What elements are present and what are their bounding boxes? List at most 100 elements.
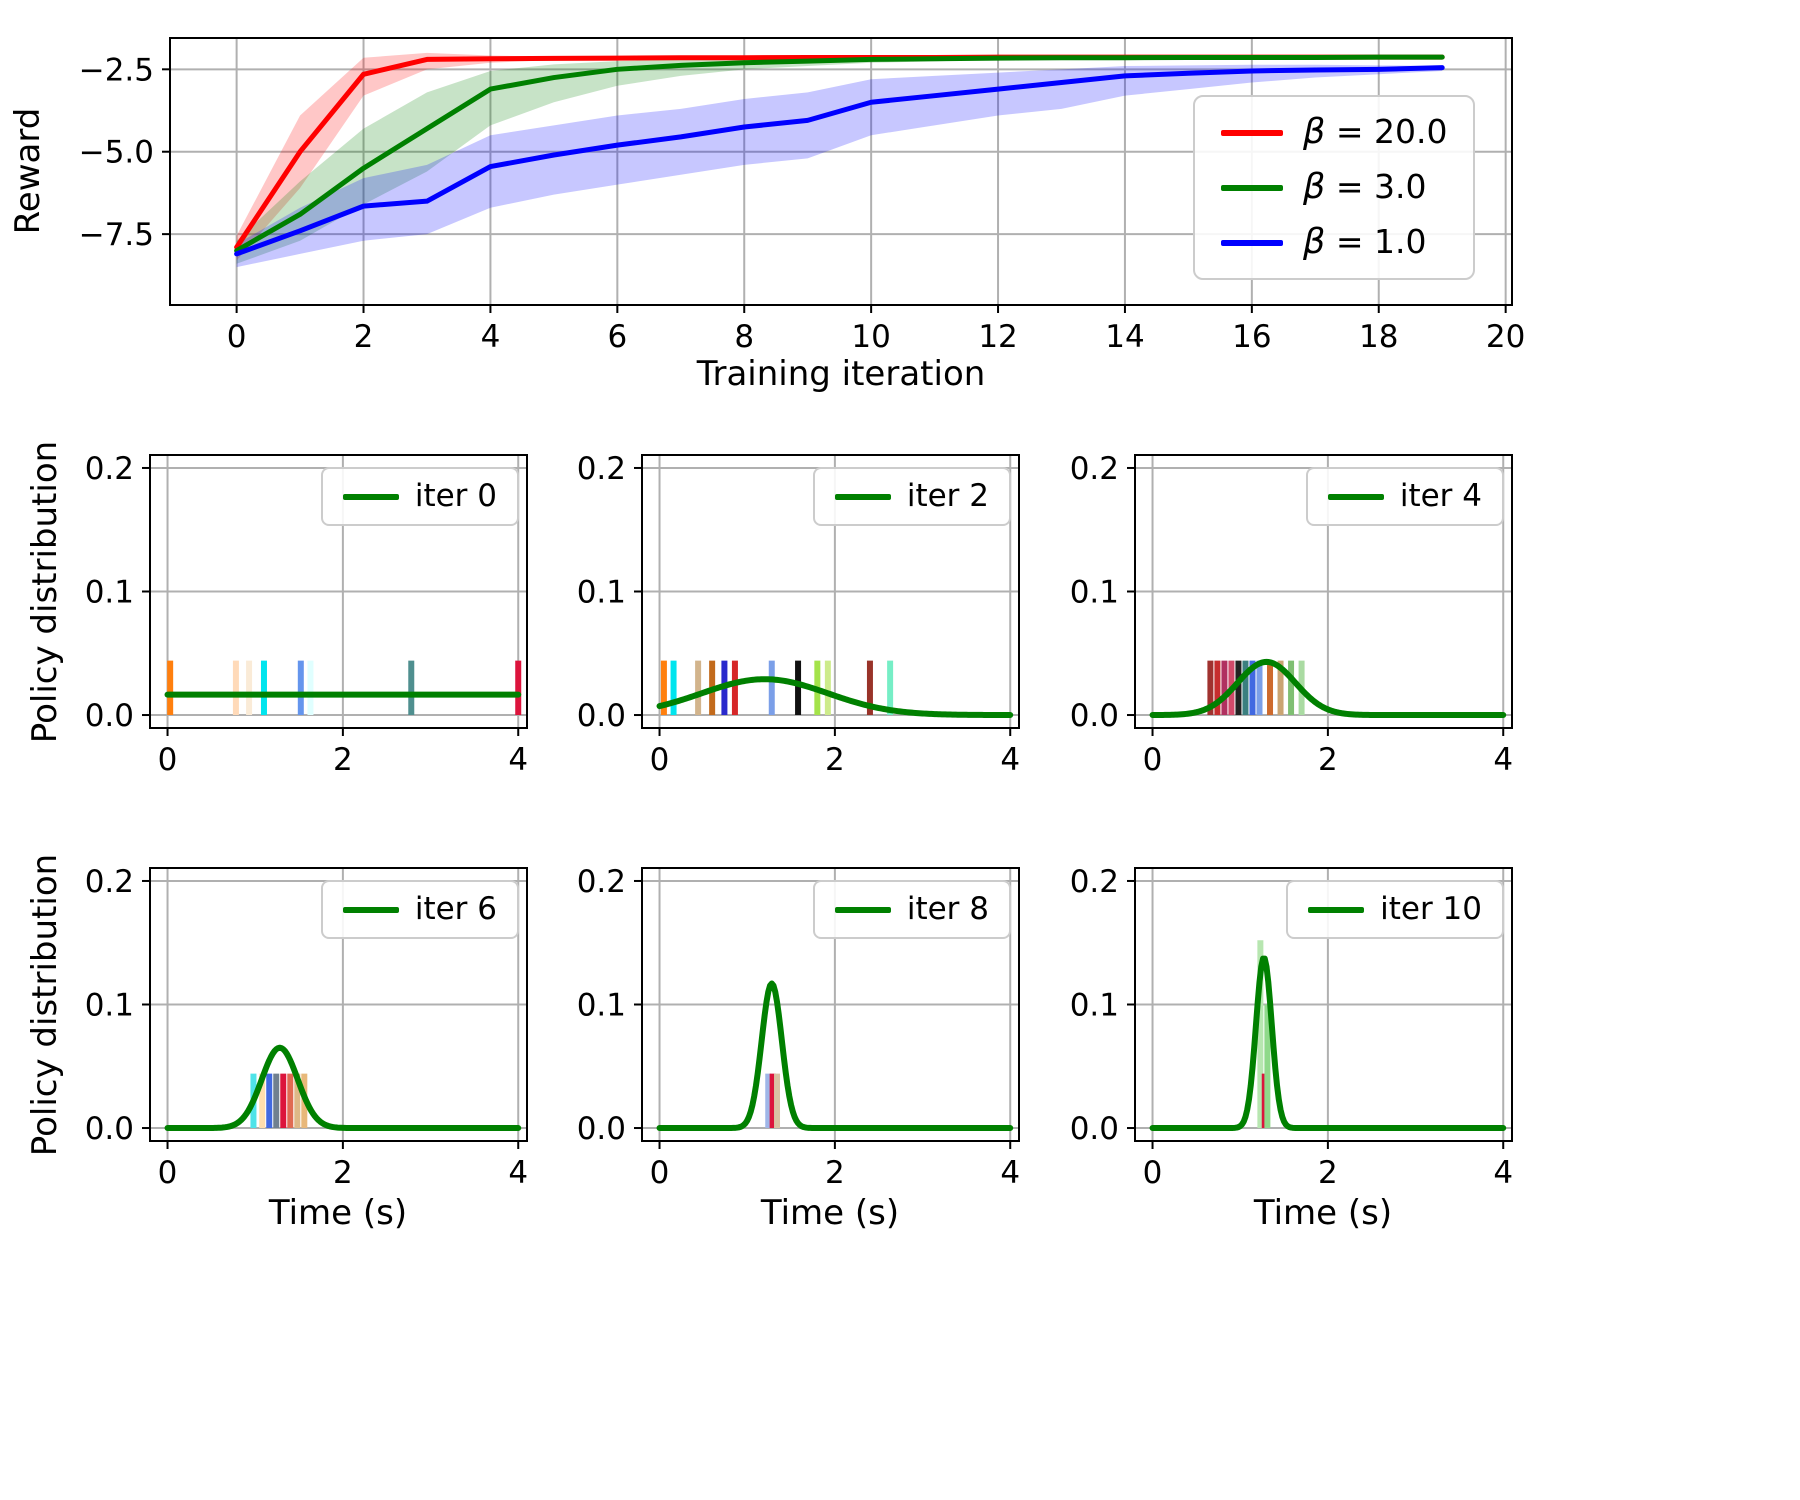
- legend-label: β = 3.0: [1303, 167, 1427, 207]
- legend-line-swatch: [834, 906, 891, 913]
- x-tick-label: 4: [1000, 1155, 1020, 1191]
- legend-label: iter 4: [1399, 478, 1482, 514]
- policy-curve: [656, 676, 1014, 719]
- legend-iter-6: iter 6: [320, 880, 519, 939]
- x-tick-label: 14: [1105, 319, 1144, 355]
- time-x-axis-label-1: Time (s): [268, 1193, 408, 1233]
- x-tick-label: 0: [650, 742, 670, 778]
- legend-entry-beta-1: β = 1.0: [1221, 225, 1447, 260]
- y-tick-label: 0.2: [85, 451, 134, 487]
- legend-line-swatch: [834, 493, 891, 500]
- legend-iter-0: iter 0: [320, 467, 519, 526]
- legend-iter-10: iter 10: [1286, 880, 1504, 939]
- y-tick-label: 0.0: [577, 1111, 626, 1147]
- policy-curve: [1149, 658, 1507, 719]
- y-tick-label: 0.0: [85, 698, 134, 734]
- y-tick-label: 0.1: [1070, 988, 1119, 1024]
- policy-curve: [656, 980, 1014, 1132]
- x-tick-label: 2: [1318, 1155, 1338, 1191]
- time-x-axis-label-3: Time (s): [1253, 1193, 1393, 1233]
- y-tick-label: 0.2: [85, 864, 134, 900]
- x-tick-label: 0: [158, 1155, 178, 1191]
- chart-policy_iter_4: 0 2 4 0.0 0.1 0.2: [1070, 451, 1513, 778]
- y-tick-label: 0.0: [577, 698, 626, 734]
- tick-labels: 0 2 4 6 8 10 12 14 16 18 20 −2.5 −5.0 −7.5: [79, 52, 1526, 355]
- legend-line-swatch: [342, 493, 399, 500]
- x-tick-label: 2: [333, 1155, 353, 1191]
- tick-labels: 0 2 4 0.0 0.1 0.2: [577, 451, 1020, 778]
- policy-curve: [164, 1044, 522, 1132]
- chart-policy_iter_8: 0 2 4 0.0 0.1 0.2: [577, 864, 1020, 1191]
- y-tick-label: 0.2: [577, 451, 626, 487]
- y-tick-label: 0.1: [85, 988, 134, 1024]
- x-tick-label: 0: [1143, 1155, 1163, 1191]
- y-tick-label: −7.5: [79, 217, 154, 253]
- legend-line-swatch: [1327, 493, 1384, 500]
- series-line: [234, 65, 1445, 257]
- sample-bars: [765, 1073, 781, 1129]
- legend-label: β = 20.0: [1303, 112, 1448, 152]
- legend-label: iter 8: [906, 891, 989, 927]
- y-tick-label: 0.0: [1070, 1111, 1119, 1147]
- tick-labels: 0 2 4 0.0 0.1 0.2: [85, 864, 528, 1191]
- y-tick-label: 0.1: [85, 575, 134, 611]
- x-tick-label: 4: [481, 319, 501, 355]
- sample-bars: [660, 660, 894, 716]
- x-tick-label: 12: [978, 319, 1017, 355]
- axes-spines: [169, 37, 1513, 306]
- reward-legend: β = 20.0 β = 3.0 β = 1.0: [1193, 95, 1476, 280]
- x-tick-label: 6: [607, 319, 627, 355]
- x-tick-label: 0: [158, 742, 178, 778]
- time-x-axis-label-2: Time (s): [760, 1193, 900, 1233]
- reward-y-axis-label: Reward: [8, 107, 48, 235]
- legend-iter-2: iter 2: [812, 467, 1011, 526]
- x-tick-label: 10: [851, 319, 890, 355]
- tick-labels: 0 2 4 0.0 0.1 0.2: [1070, 864, 1513, 1191]
- y-tick-label: 0.2: [577, 864, 626, 900]
- x-tick-label: 0: [650, 1155, 670, 1191]
- sample-bars: [167, 660, 522, 716]
- sample-bars: [250, 1073, 308, 1129]
- series-line: [234, 54, 1445, 254]
- tick-labels: 0 2 4 0.0 0.1 0.2: [85, 451, 528, 778]
- legend-label: iter 6: [414, 891, 497, 927]
- x-tick-label: 4: [1493, 742, 1513, 778]
- y-tick-label: 0.1: [1070, 575, 1119, 611]
- y-tick-label: 0.2: [1070, 451, 1119, 487]
- chart-policy_iter_10: 0 2 4 0.0 0.1 0.2: [1070, 864, 1513, 1191]
- legend-entry-beta-3: β = 3.0: [1221, 170, 1447, 205]
- y-tick-label: −2.5: [79, 52, 154, 88]
- x-tick-label: 8: [734, 319, 754, 355]
- policy-y-axis-label-row3: Policy distribution: [25, 853, 65, 1157]
- confidence-band: [236, 52, 1443, 261]
- legend-label: iter 10: [1380, 891, 1482, 927]
- legend-label: iter 0: [414, 478, 497, 514]
- legend-line-swatch: [342, 906, 399, 913]
- x-tick-label: 2: [825, 1155, 845, 1191]
- x-tick-label: 2: [354, 319, 374, 355]
- legend-line-swatch-green: [1221, 184, 1283, 191]
- y-tick-label: 0.0: [1070, 698, 1119, 734]
- reward-x-axis-label: Training iteration: [696, 354, 986, 394]
- chart-policy_iter_6: 0 2 4 0.0 0.1 0.2: [85, 864, 528, 1191]
- x-tick-label: 4: [508, 1155, 528, 1191]
- x-tick-label: 0: [227, 319, 247, 355]
- tick-labels: 0 2 4 0.0 0.1 0.2: [1070, 451, 1513, 778]
- x-tick-label: 20: [1486, 319, 1525, 355]
- tick-labels: 0 2 4 0.0 0.1 0.2: [577, 864, 1020, 1191]
- chart-policy_iter_2: 0 2 4 0.0 0.1 0.2: [577, 451, 1020, 778]
- confidence-band: [236, 64, 1443, 268]
- x-tick-label: 0: [1143, 742, 1163, 778]
- x-tick-label: 4: [508, 742, 528, 778]
- legend-iter-8: iter 8: [812, 880, 1011, 939]
- y-tick-label: 0.1: [577, 988, 626, 1024]
- legend-line-swatch: [1308, 906, 1365, 913]
- y-tick-label: 0.2: [1070, 864, 1119, 900]
- policy-curve: [1149, 955, 1507, 1132]
- legend-label: β = 1.0: [1303, 222, 1427, 262]
- x-tick-label: 2: [825, 742, 845, 778]
- legend-label: iter 2: [906, 478, 989, 514]
- y-tick-label: 0.0: [85, 1111, 134, 1147]
